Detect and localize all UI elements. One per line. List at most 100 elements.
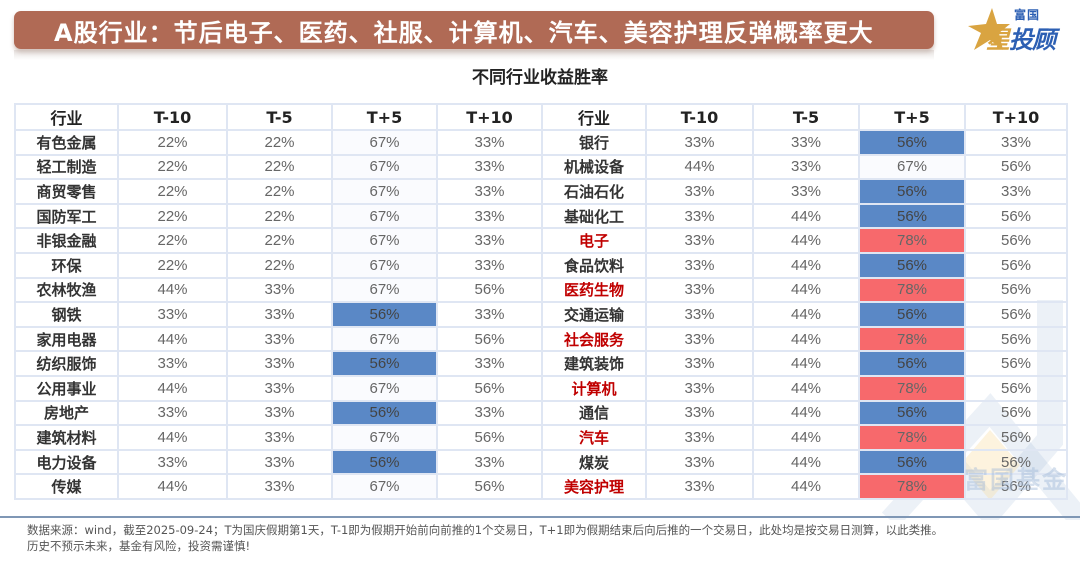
table-row: 钢铁 33% 33% 56% 33% 交通运输 33% 44% 56% 56% (14, 301, 1068, 328)
value-cell-t-plus-10: 56% (964, 227, 1068, 254)
industry-name-cell: 机械设备 (541, 153, 647, 181)
value-cell-t-minus-10: 22% (117, 129, 228, 156)
value-cell-t-plus-5: 56% (858, 399, 966, 427)
value-cell-t-plus-5: 67% (331, 424, 438, 451)
industry-name-cell: 煤炭 (541, 448, 647, 476)
value-cell-t-plus-10: 56% (436, 325, 543, 353)
value-cell-t-minus-5: 33% (226, 399, 333, 427)
value-cell-t-plus-5: 56% (858, 448, 966, 476)
value-cell-t-plus-10: 56% (436, 473, 543, 500)
value-cell-t-minus-10: 44% (117, 325, 228, 353)
value-cell-t-plus-10: 56% (964, 251, 1068, 279)
table-row: 商贸零售 22% 22% 67% 33% 石油石化 33% 33% 56% 33% (14, 178, 1068, 205)
value-cell-t-plus-5: 78% (858, 424, 966, 451)
value-cell-t-minus-5: 22% (226, 153, 333, 181)
industry-name-cell: 钢铁 (14, 301, 119, 328)
value-cell-t-plus-5: 56% (858, 178, 966, 205)
value-cell-t-minus-10: 44% (645, 153, 754, 181)
value-cell-t-plus-10: 33% (436, 153, 543, 181)
value-cell-t-minus-5: 22% (226, 129, 333, 156)
value-cell-t-minus-5: 44% (752, 276, 860, 304)
value-cell-t-plus-5: 78% (858, 227, 966, 254)
banner-shadow (14, 50, 934, 60)
industry-name-cell: 农林牧渔 (14, 276, 119, 304)
value-cell-t-minus-10: 33% (645, 202, 754, 230)
value-cell-t-plus-10: 56% (964, 374, 1068, 402)
industry-name-cell: 纺织服饰 (14, 350, 119, 377)
value-cell-t-minus-5: 44% (752, 251, 860, 279)
value-cell-t-minus-10: 33% (645, 301, 754, 328)
industry-name-cell: 家用电器 (14, 325, 119, 353)
industry-name-cell: 社会服务 (541, 325, 647, 353)
col-header-t-minus-5: T-5 (226, 103, 333, 131)
value-cell-t-plus-5: 67% (331, 153, 438, 181)
value-cell-t-minus-5: 44% (752, 473, 860, 500)
value-cell-t-plus-10: 33% (436, 251, 543, 279)
value-cell-t-plus-5: 56% (858, 301, 966, 328)
value-cell-t-plus-10: 33% (436, 178, 543, 205)
title-banner: A股行业：节后电子、医药、社服、计算机、汽车、美容护理反弹概率更大 (14, 11, 934, 49)
industry-name-cell: 通信 (541, 399, 647, 427)
value-cell-t-minus-10: 44% (117, 276, 228, 304)
value-cell-t-plus-5: 78% (858, 473, 966, 500)
table-row: 有色金属 22% 22% 67% 33% 银行 33% 33% 56% 33% (14, 129, 1068, 156)
value-cell-t-minus-10: 33% (117, 350, 228, 377)
value-cell-t-minus-5: 33% (226, 325, 333, 353)
value-cell-t-plus-5: 56% (331, 350, 438, 377)
value-cell-t-plus-10: 33% (436, 129, 543, 156)
table-row: 轻工制造 22% 22% 67% 33% 机械设备 44% 33% 67% 56% (14, 153, 1068, 181)
value-cell-t-minus-10: 33% (117, 448, 228, 476)
value-cell-t-minus-5: 22% (226, 251, 333, 279)
value-cell-t-plus-5: 67% (331, 178, 438, 205)
value-cell-t-plus-5: 67% (331, 227, 438, 254)
value-cell-t-minus-10: 33% (117, 399, 228, 427)
col-header-t-plus-5: T+5 (858, 103, 966, 131)
value-cell-t-plus-10: 56% (964, 202, 1068, 230)
value-cell-t-plus-5: 56% (331, 448, 438, 476)
industry-name-cell: 非银金融 (14, 227, 119, 254)
value-cell-t-minus-5: 33% (752, 178, 860, 205)
banner-title: A股行业：节后电子、医药、社服、计算机、汽车、美容护理反弹概率更大 (54, 18, 874, 47)
value-cell-t-minus-10: 22% (117, 178, 228, 205)
value-cell-t-plus-10: 56% (964, 301, 1068, 328)
value-cell-t-plus-5: 78% (858, 374, 966, 402)
value-cell-t-minus-5: 33% (226, 424, 333, 451)
value-cell-t-minus-5: 44% (752, 202, 860, 230)
value-cell-t-plus-10: 56% (964, 350, 1068, 377)
value-cell-t-plus-10: 56% (964, 153, 1068, 181)
value-cell-t-minus-10: 33% (645, 178, 754, 205)
industry-name-cell: 商贸零售 (14, 178, 119, 205)
value-cell-t-minus-5: 44% (752, 325, 860, 353)
value-cell-t-minus-10: 33% (645, 374, 754, 402)
industry-name-cell: 食品饮料 (541, 251, 647, 279)
value-cell-t-plus-5: 67% (331, 374, 438, 402)
value-cell-t-minus-10: 33% (117, 301, 228, 328)
value-cell-t-minus-10: 33% (645, 325, 754, 353)
value-cell-t-minus-5: 33% (226, 448, 333, 476)
table-row: 建筑材料 44% 33% 67% 56% 汽车 33% 44% 78% 56% (14, 424, 1068, 451)
industry-name-cell: 美容护理 (541, 473, 647, 500)
value-cell-t-minus-5: 33% (752, 129, 860, 156)
table-row: 环保 22% 22% 67% 33% 食品饮料 33% 44% 56% 56% (14, 251, 1068, 279)
value-cell-t-plus-10: 56% (964, 399, 1068, 427)
industry-name-cell: 房地产 (14, 399, 119, 427)
value-cell-t-plus-5: 78% (858, 325, 966, 353)
industry-name-cell: 医药生物 (541, 276, 647, 304)
industry-name-cell: 汽车 (541, 424, 647, 451)
value-cell-t-plus-5: 67% (331, 473, 438, 500)
industry-name-cell: 建筑装饰 (541, 350, 647, 377)
industry-name-cell: 有色金属 (14, 129, 119, 156)
value-cell-t-minus-5: 33% (752, 153, 860, 181)
col-header-t-plus-10: T+10 (964, 103, 1068, 131)
col-header-industry: 行业 (541, 103, 647, 131)
industry-name-cell: 计算机 (541, 374, 647, 402)
value-cell-t-plus-5: 78% (858, 276, 966, 304)
star-icon (968, 8, 1010, 50)
col-header-t-minus-10: T-10 (117, 103, 228, 131)
col-header-t-minus-5: T-5 (752, 103, 860, 131)
industry-name-cell: 国防军工 (14, 202, 119, 230)
value-cell-t-plus-5: 56% (858, 129, 966, 156)
value-cell-t-minus-10: 33% (645, 227, 754, 254)
value-cell-t-plus-10: 33% (436, 202, 543, 230)
col-header-t-plus-10: T+10 (436, 103, 543, 131)
